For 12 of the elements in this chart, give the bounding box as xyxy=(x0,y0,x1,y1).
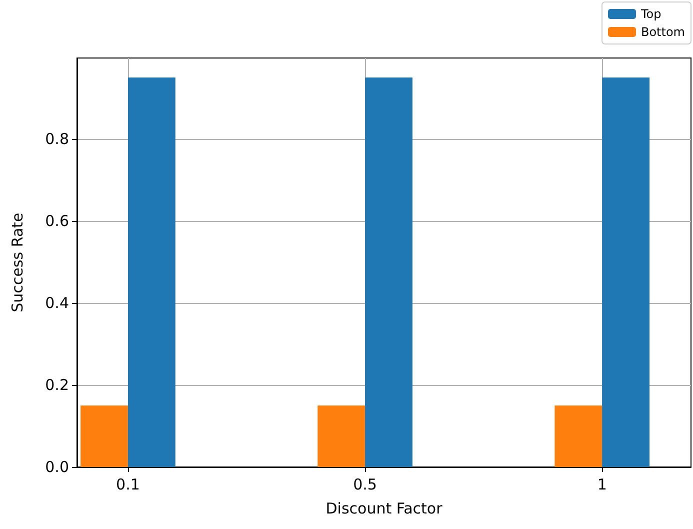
legend-label: Bottom xyxy=(640,25,685,39)
y-tick-label: 0.4 xyxy=(45,294,69,312)
x-axis-title: Discount Factor xyxy=(326,500,444,518)
y-tick-label: 0.2 xyxy=(45,376,69,394)
y-tick-label: 0.8 xyxy=(45,130,69,148)
legend-label: Top xyxy=(640,7,662,21)
x-tick-label: 0.5 xyxy=(353,476,377,494)
y-tick-label: 0.6 xyxy=(45,212,69,230)
x-tick-label: 0.1 xyxy=(116,476,140,494)
y-axis-title: Success Rate xyxy=(8,212,26,312)
x-tick-label: 1 xyxy=(597,476,607,494)
y-tick-label: 0.0 xyxy=(45,458,69,476)
